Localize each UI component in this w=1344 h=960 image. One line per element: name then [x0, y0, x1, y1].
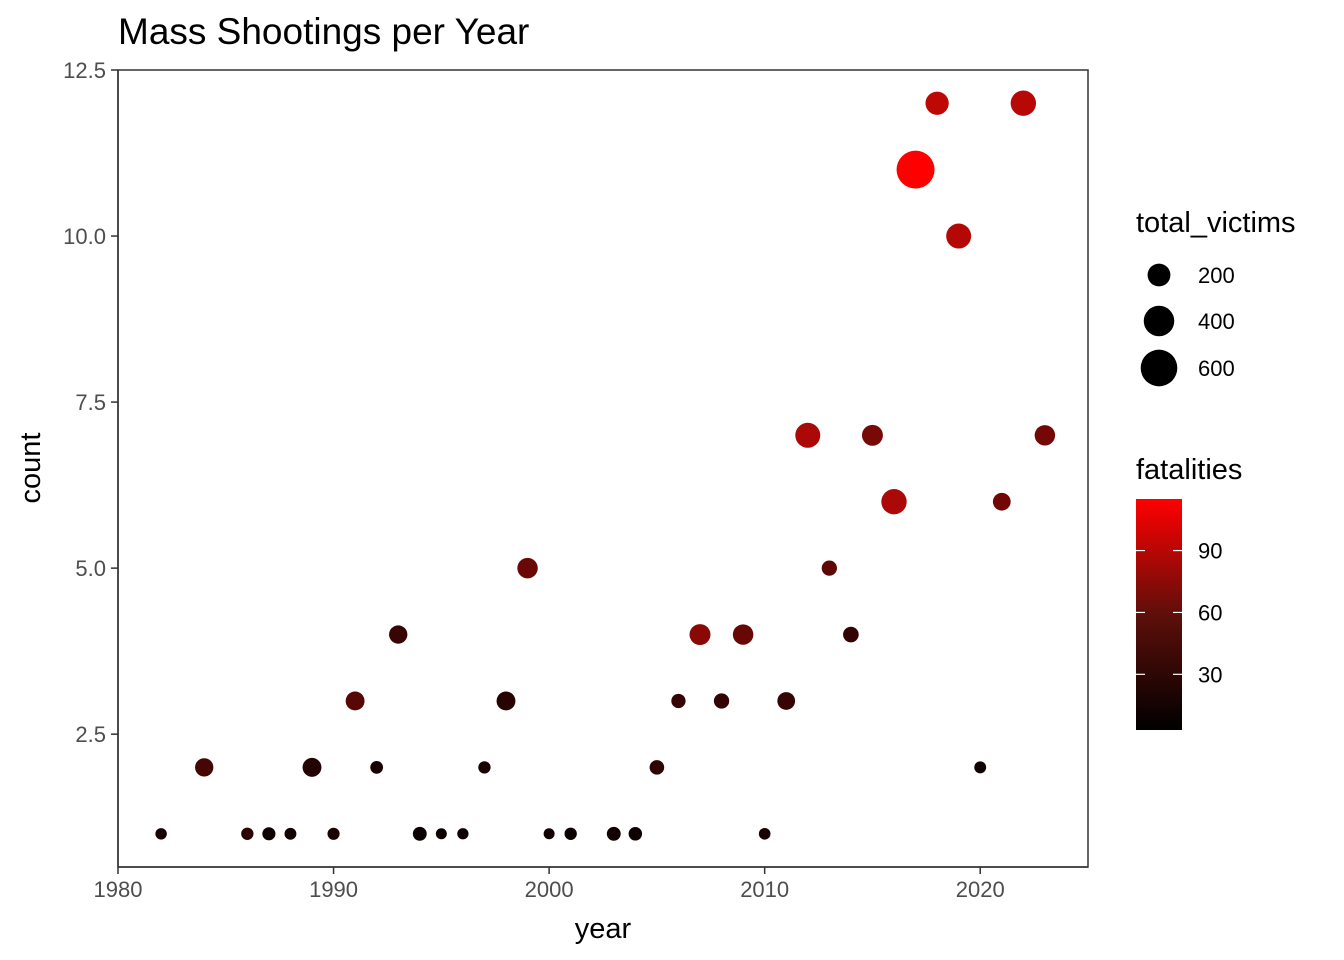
data-point [195, 758, 214, 777]
plot-panel [117, 69, 1089, 868]
size-legend-label: 200 [1198, 263, 1235, 288]
size-legend: total_victims 200 400 600 [1136, 207, 1296, 387]
data-point [345, 691, 365, 711]
x-tick-label: 2020 [956, 877, 1005, 902]
size-legend-label: 400 [1198, 309, 1235, 334]
color-bar [1136, 499, 1182, 730]
y-tick-label: 5.0 [75, 556, 106, 581]
y-tick-label: 7.5 [75, 390, 106, 415]
data-point [412, 826, 427, 841]
data-point [689, 624, 711, 646]
x-axis-title: year [575, 913, 632, 945]
data-point [389, 625, 408, 644]
data-point [543, 828, 555, 840]
data-point [946, 223, 972, 249]
data-points [155, 90, 1056, 841]
data-point [457, 828, 469, 840]
data-point [974, 761, 987, 774]
x-axis: 1980 1990 2000 2010 2020 [94, 866, 1088, 902]
data-point [671, 693, 686, 709]
size-legend-label: 600 [1198, 356, 1235, 381]
data-point [327, 827, 340, 840]
data-point [302, 757, 322, 777]
x-tick-label: 2000 [525, 877, 574, 902]
data-point [262, 827, 276, 841]
x-tick-label: 2010 [740, 877, 789, 902]
size-legend-key [1147, 263, 1171, 287]
size-legend-title: total_victims [1136, 207, 1296, 239]
size-legend-key [1143, 305, 1175, 337]
color-legend-label: 90 [1198, 539, 1222, 564]
y-tick-label: 2.5 [75, 722, 106, 747]
plot-area [117, 69, 1089, 868]
data-point [777, 692, 796, 710]
data-point [821, 560, 837, 576]
data-point [606, 826, 621, 841]
color-legend-label: 30 [1198, 662, 1222, 687]
data-point [925, 91, 949, 115]
color-legend-title: fatalities [1136, 454, 1242, 486]
chart-title: Mass Shootings per Year [118, 11, 529, 52]
size-legend-key [1140, 349, 1178, 387]
data-point [843, 626, 859, 643]
data-point [896, 150, 935, 189]
y-axis: 2.5 5.0 7.5 10.0 12.5 [63, 58, 119, 867]
x-tick-label: 1990 [309, 877, 358, 902]
data-point [564, 827, 577, 840]
data-point [992, 492, 1011, 511]
data-point [861, 424, 883, 446]
data-point [758, 827, 771, 840]
data-point [628, 827, 643, 841]
data-point [713, 693, 730, 709]
data-point [370, 761, 384, 774]
x-tick-label: 1980 [94, 877, 143, 902]
y-tick-label: 12.5 [63, 58, 106, 83]
data-point [881, 489, 907, 515]
data-point [1034, 425, 1056, 446]
y-tick-label: 10.0 [63, 224, 106, 249]
data-point [241, 827, 254, 840]
data-point [1010, 90, 1037, 116]
data-point [732, 624, 754, 645]
data-point [155, 828, 167, 840]
data-point [284, 827, 297, 840]
data-point [478, 761, 491, 774]
data-point [795, 422, 821, 448]
data-point [496, 691, 516, 711]
color-legend-label: 60 [1198, 600, 1222, 625]
color-legend: fatalities 30 60 90 [1136, 454, 1242, 730]
data-point [649, 760, 665, 775]
data-point [517, 557, 538, 579]
data-point [435, 828, 447, 840]
y-axis-title: count [15, 433, 47, 504]
